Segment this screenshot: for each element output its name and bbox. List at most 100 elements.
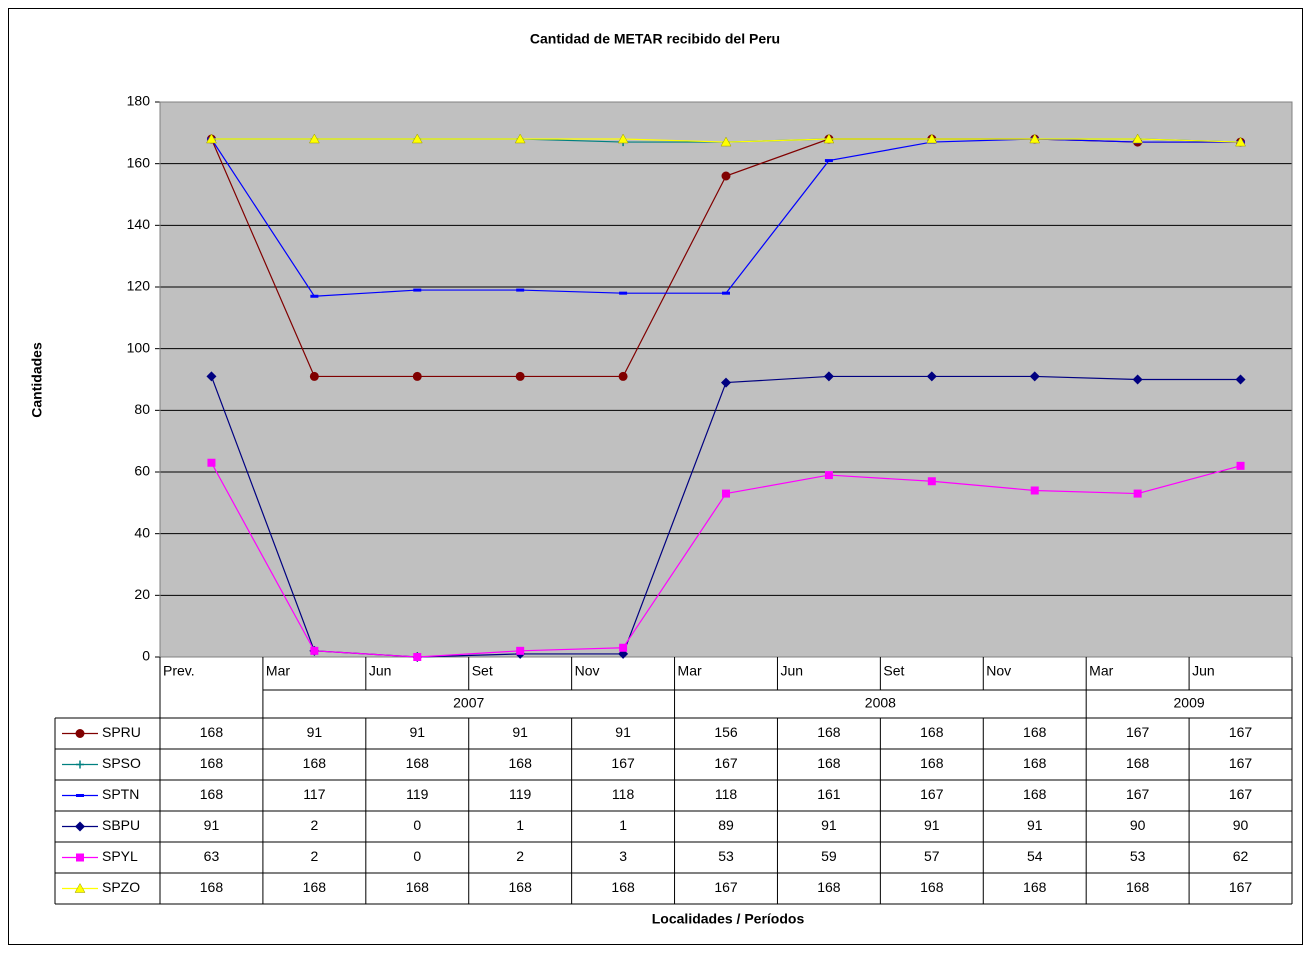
data-point	[1029, 133, 1041, 144]
x-axis-label: Localidades / Períodos	[652, 911, 805, 927]
group-label: 2007	[453, 695, 484, 711]
data-point	[618, 371, 628, 381]
data-point	[926, 371, 937, 382]
y-tick-label: 140	[127, 216, 151, 232]
table-cell: 168	[1023, 755, 1047, 771]
data-point	[1235, 374, 1246, 385]
x-tick-label: Mar	[1089, 663, 1113, 679]
table-cell: 168	[200, 879, 224, 895]
table-cell: 168	[817, 755, 841, 771]
data-point	[206, 371, 217, 382]
table-cell: 168	[920, 724, 944, 740]
table-cell: 167	[1229, 879, 1253, 895]
table-cell: 168	[611, 879, 635, 895]
legend-marker	[74, 882, 86, 893]
table-cell: 91	[409, 724, 425, 740]
data-point	[1132, 374, 1143, 385]
table-cell: 168	[817, 724, 841, 740]
y-tick-label: 100	[127, 339, 151, 355]
legend-marker	[76, 853, 84, 862]
legend-marker	[75, 729, 85, 738]
table-cell: 57	[924, 848, 940, 864]
table-cell: 168	[1126, 755, 1150, 771]
data-point	[823, 371, 834, 382]
table-cell: 53	[1130, 848, 1146, 864]
data-point	[413, 653, 422, 661]
data-point	[207, 458, 216, 467]
chart-title: Cantidad de METAR recibido del Peru	[530, 31, 780, 47]
data-point	[823, 133, 835, 144]
table-cell: 167	[1229, 755, 1253, 771]
data-point	[824, 471, 833, 480]
data-point	[1235, 136, 1246, 147]
table-cell: 119	[509, 786, 532, 802]
x-tick-label: Nov	[575, 663, 600, 679]
x-tick-label: Set	[472, 663, 493, 679]
table-cell: 167	[714, 879, 738, 895]
data-point	[1030, 486, 1039, 495]
table-cell: 168	[200, 755, 224, 771]
legend-label: SPSO	[102, 755, 141, 771]
table-cell: 91	[821, 817, 837, 833]
table-cell: 59	[821, 848, 837, 864]
table-cell: 118	[612, 786, 635, 802]
x-tick-label: Jun	[1192, 663, 1215, 679]
table-cell: 118	[715, 786, 738, 802]
group-label: 2008	[865, 695, 896, 711]
table-cell: 91	[204, 817, 220, 833]
y-tick-label: 180	[127, 93, 151, 109]
table-cell: 168	[817, 879, 841, 895]
table-cell: 117	[303, 786, 326, 802]
y-tick-label: 40	[134, 524, 150, 540]
table-cell: 167	[714, 755, 738, 771]
data-point	[720, 136, 732, 147]
data-point	[721, 171, 731, 181]
data-point	[515, 371, 525, 381]
table-cell: 62	[1233, 848, 1249, 864]
table-cell: 63	[204, 848, 220, 864]
table-cell: 54	[1027, 848, 1043, 864]
legend-marker	[76, 760, 84, 769]
y-axis-label: Cantidades	[29, 342, 45, 418]
table-cell: 3	[619, 848, 627, 864]
table-cell: 156	[714, 724, 738, 740]
table-cell: 168	[1023, 724, 1047, 740]
x-tick-label: Set	[883, 663, 904, 679]
x-tick-label: Nov	[986, 663, 1011, 679]
data-point	[308, 133, 320, 144]
x-tick-label: Jun	[369, 663, 392, 679]
data-point	[619, 643, 628, 652]
table-cell: 167	[1229, 724, 1253, 740]
table-cell: 168	[200, 786, 224, 802]
table-cell: 2	[310, 817, 318, 833]
table-cell: 167	[611, 755, 635, 771]
y-tick-label: 20	[134, 586, 150, 602]
x-tick-label: Prev.	[163, 663, 195, 679]
table-cell: 167	[1229, 786, 1253, 802]
plot-border	[159, 101, 1293, 658]
table-cell: 168	[1023, 786, 1047, 802]
data-point	[721, 377, 731, 388]
data-point	[1132, 133, 1144, 144]
table-cell: 167	[1126, 724, 1150, 740]
table-cell: 89	[718, 817, 734, 833]
table-cell: 90	[1233, 817, 1249, 833]
y-tick-label: 160	[127, 154, 151, 170]
table-cell: 167	[1126, 786, 1150, 802]
table-cell: 91	[307, 724, 323, 740]
data-point	[412, 371, 422, 381]
x-tick-label: Mar	[266, 663, 290, 679]
data-point	[1029, 371, 1040, 382]
data-point	[926, 133, 938, 144]
table-cell: 1	[516, 817, 524, 833]
data-point	[514, 133, 526, 144]
data-point	[310, 646, 319, 655]
table-cell: 2	[516, 848, 524, 864]
x-tick-label: Jun	[780, 663, 803, 679]
table-cell: 161	[817, 786, 841, 802]
data-point	[206, 133, 217, 144]
table-cell: 2	[310, 848, 318, 864]
table-cell: 168	[303, 755, 327, 771]
legend-label: SPYL	[102, 848, 138, 864]
